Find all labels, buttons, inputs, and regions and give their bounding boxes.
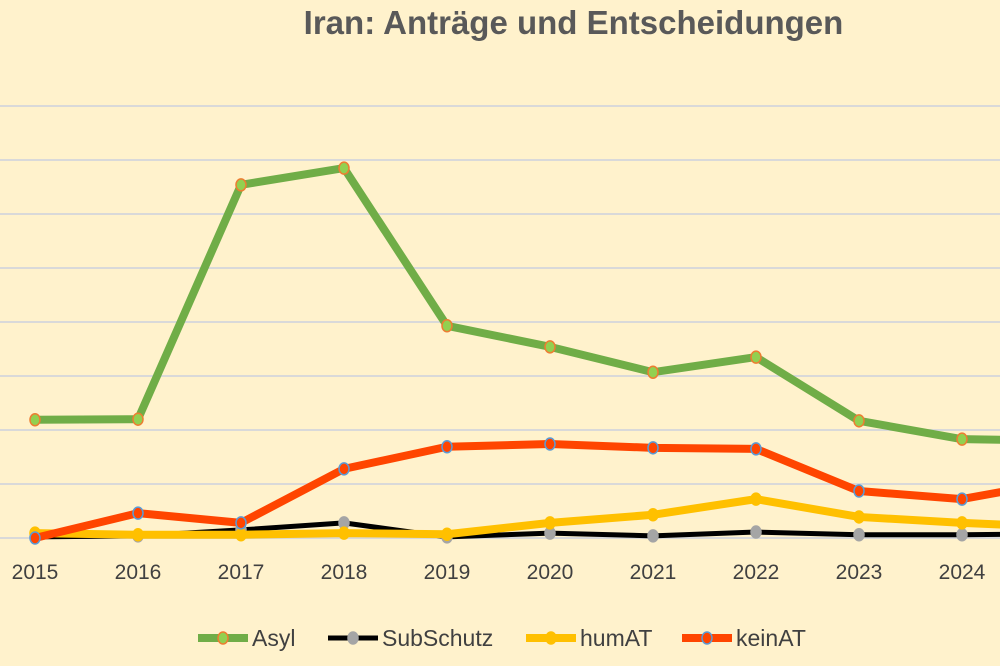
x-tick-label: 2021 [630, 561, 677, 584]
data-point-keinat [338, 462, 350, 476]
legend-label-humat: humAT [580, 625, 652, 651]
x-tick-label: 2020 [527, 561, 574, 584]
data-point-humat [441, 527, 453, 541]
chart-title: Iran: Anträge und Entscheidungen [303, 4, 844, 41]
data-point-asyl [544, 340, 556, 354]
data-point-subschutz [647, 529, 659, 543]
data-point-asyl [235, 178, 247, 192]
x-tick-label: 2016 [115, 561, 162, 584]
x-tick-label: 2022 [733, 561, 780, 584]
data-point-humat [956, 516, 968, 530]
data-point-keinat [132, 506, 144, 520]
data-point-humat [132, 528, 144, 542]
legend-marker-keinat [701, 631, 713, 645]
legend-marker-humat [545, 631, 557, 645]
data-point-subschutz [853, 528, 865, 542]
data-point-asyl [441, 319, 453, 333]
data-point-keinat [853, 484, 865, 498]
x-tick-label: 2017 [218, 561, 265, 584]
data-point-asyl [338, 161, 350, 175]
data-point-asyl [132, 412, 144, 426]
legend-label-asyl: Asyl [252, 625, 295, 651]
data-point-keinat [544, 437, 556, 451]
legend-label-keinat: keinAT [736, 625, 806, 651]
data-point-subschutz [956, 528, 968, 542]
data-point-keinat [235, 516, 247, 530]
data-point-humat [647, 508, 659, 522]
data-point-asyl [853, 414, 865, 428]
data-point-keinat [441, 439, 453, 454]
data-point-asyl [647, 365, 659, 379]
data-point-humat [750, 492, 762, 506]
legend-marker-asyl [217, 631, 229, 645]
legend-label-subschutz: SubSchutz [382, 625, 493, 651]
legend-marker-subschutz [347, 631, 359, 645]
data-point-asyl [750, 350, 762, 364]
data-point-humat [544, 516, 556, 530]
x-tick-label: 2018 [321, 561, 368, 584]
data-point-subschutz [750, 525, 762, 539]
data-point-asyl [956, 432, 968, 446]
x-tick-label: 2015 [12, 561, 59, 584]
data-point-keinat [956, 492, 968, 506]
data-point-humat [853, 510, 865, 524]
data-point-humat [235, 528, 247, 542]
x-tick-label: 2024 [939, 561, 986, 584]
data-point-asyl [29, 412, 41, 427]
data-point-keinat [29, 531, 41, 545]
series-line-asyl [34, 164, 1000, 444]
data-point-humat [338, 526, 350, 540]
data-point-keinat [647, 441, 659, 455]
x-tick-label: 2019 [424, 561, 471, 584]
data-point-keinat [750, 442, 762, 456]
x-tick-label: 2023 [836, 561, 883, 584]
